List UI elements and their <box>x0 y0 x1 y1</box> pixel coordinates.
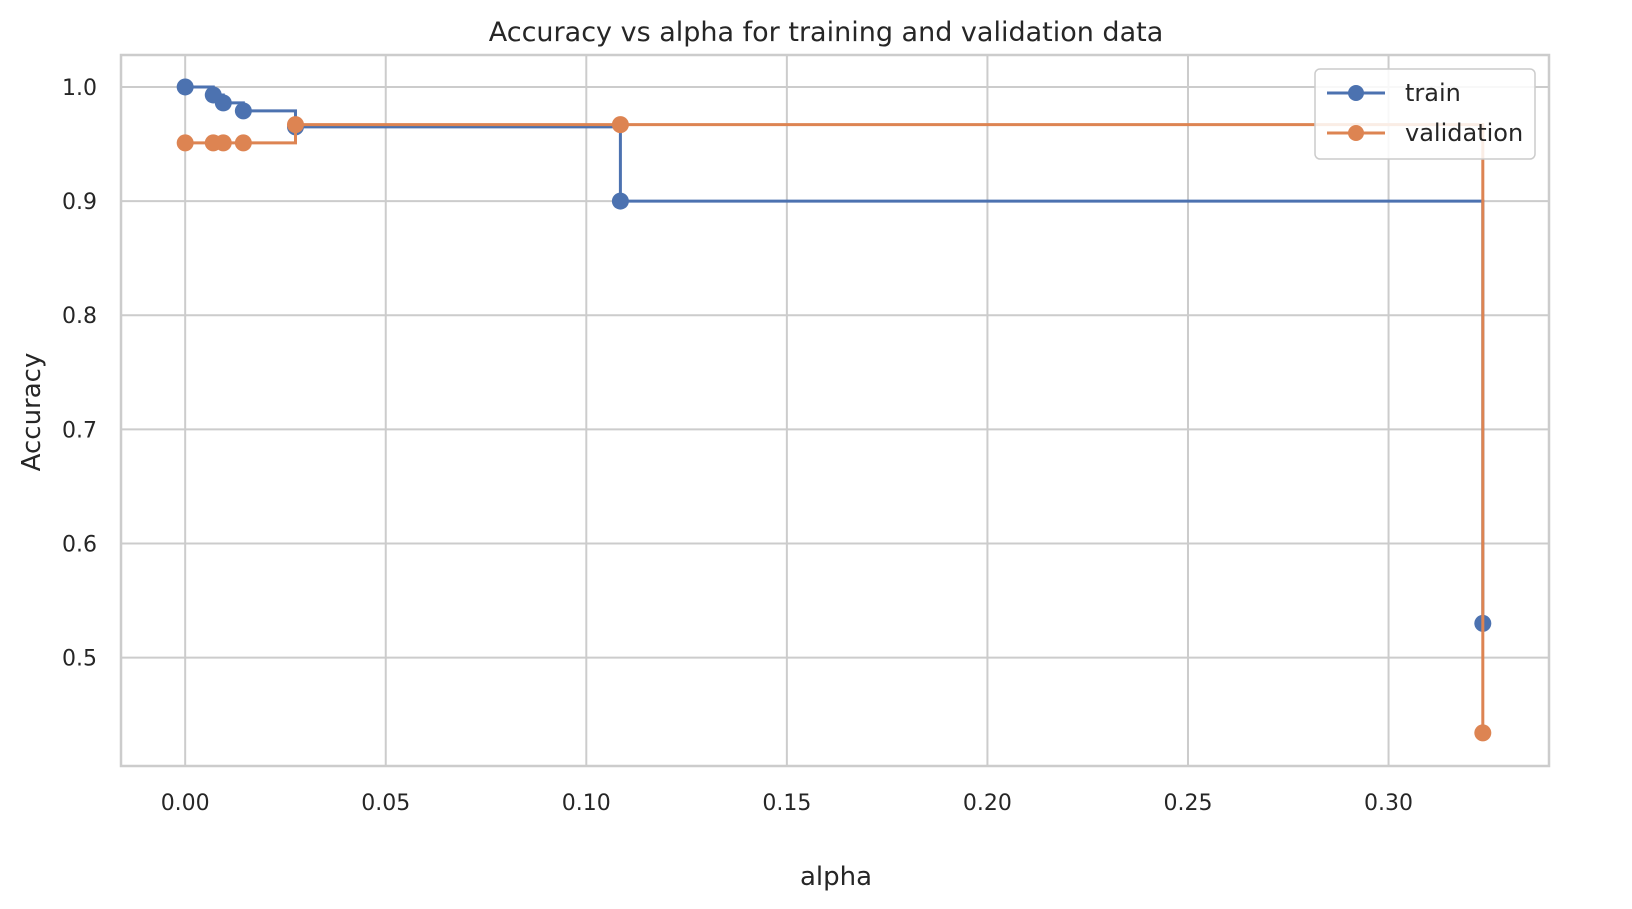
y-tick-label: 0.8 <box>62 304 97 329</box>
legend: train validation <box>1314 68 1536 160</box>
y-tick-label: 0.6 <box>62 532 97 557</box>
data-point-validation <box>286 116 304 134</box>
y-tick-label: 0.9 <box>62 190 97 215</box>
data-point-train <box>234 102 252 120</box>
data-point-train <box>214 94 232 112</box>
x-tick-label: 0.15 <box>762 791 811 816</box>
data-point-train <box>176 78 194 96</box>
y-axis-label: Accuracy <box>17 353 47 472</box>
x-axis-label: alpha <box>800 862 872 892</box>
data-point-validation <box>234 134 252 152</box>
data-point-validation <box>611 116 629 134</box>
y-tick-label: 1.0 <box>62 76 97 101</box>
grid <box>121 55 1549 766</box>
data-point-train <box>611 192 629 210</box>
y-tick-label: 0.5 <box>62 647 97 672</box>
x-tick-label: 0.05 <box>361 791 410 816</box>
chart-title: Accuracy vs alpha for training and valid… <box>489 17 1164 48</box>
x-tick-label: 0.10 <box>562 791 611 816</box>
data-point-validation <box>214 134 232 152</box>
plot-frame <box>119 53 1551 768</box>
series-layer <box>176 78 1492 742</box>
y-tick-label: 0.7 <box>62 418 97 443</box>
data-point-validation <box>1474 724 1492 742</box>
legend-validation-label: validation <box>1405 119 1523 147</box>
x-tick-label: 0.20 <box>963 791 1012 816</box>
data-point-validation <box>176 134 194 152</box>
x-tick-label: 0.30 <box>1364 791 1413 816</box>
ticks-layer: 0.00 0.05 0.10 0.15 0.20 0.25 0.30 0.5 0.6 0.7 0.8… <box>62 76 1413 816</box>
legend-validation-marker <box>1348 125 1364 141</box>
legend-train-marker <box>1348 85 1364 101</box>
legend-train-label: train <box>1405 79 1461 107</box>
x-tick-label: 0.00 <box>161 791 210 816</box>
x-tick-label: 0.25 <box>1163 791 1212 816</box>
